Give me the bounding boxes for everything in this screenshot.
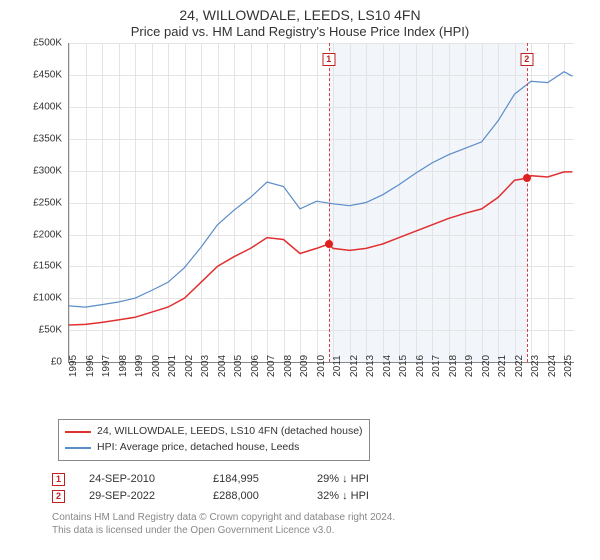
x-tick-label: 2019	[464, 355, 475, 377]
sale-marker-badge: 2	[52, 490, 65, 503]
chart: £0 £50K £100K £150K £200K £250K £300K £350K £400…	[20, 43, 580, 383]
legend-swatch	[65, 447, 91, 449]
sales-table: 1 24-SEP-2010 £184,995 29% ↓ HPI 2 29-SEP-202…	[52, 471, 600, 505]
y-tick-label: £200K	[33, 229, 62, 240]
y-tick-label: £150K	[33, 261, 62, 272]
x-tick-label: 2020	[481, 355, 492, 377]
y-tick-label: £0	[51, 357, 62, 368]
y-tick-label: £100K	[33, 293, 62, 304]
x-tick-label: 2007	[266, 355, 277, 377]
sale-vs-hpi: 32% ↓ HPI	[317, 490, 369, 502]
x-tick-label: 2009	[299, 355, 310, 377]
x-tick-label: 2011	[332, 355, 343, 377]
y-tick-label: £350K	[33, 133, 62, 144]
x-tick-label: 2001	[167, 355, 178, 377]
x-tick-label: 2006	[250, 355, 261, 377]
legend-item-hpi: HPI: Average price, detached house, Leed…	[65, 440, 363, 456]
x-tick-label: 1996	[85, 355, 96, 377]
x-tick-label: 2013	[365, 355, 376, 377]
sale-row: 2 29-SEP-2022 £288,000 32% ↓ HPI	[52, 488, 600, 505]
x-tick-label: 2005	[233, 355, 244, 377]
sale-date: 29-SEP-2022	[89, 490, 189, 502]
x-tick-label: 2012	[349, 355, 360, 377]
x-tick-label: 2023	[530, 355, 541, 377]
x-tick-label: 2021	[497, 355, 508, 377]
series-property	[69, 172, 572, 325]
x-tick-label: 2002	[184, 355, 195, 377]
sale-marker-1: 1	[322, 49, 335, 67]
series-svg	[69, 43, 574, 362]
plot-area: 12	[68, 43, 574, 363]
sale-vs-hpi: 29% ↓ HPI	[317, 473, 369, 485]
arrow-down-icon: ↓	[342, 490, 348, 502]
footnote-line: Contains HM Land Registry data © Crown c…	[52, 511, 600, 524]
sale-vline	[527, 43, 528, 362]
x-tick-label: 2003	[200, 355, 211, 377]
y-tick-label: £450K	[33, 70, 62, 81]
sale-date: 24-SEP-2010	[89, 473, 189, 485]
footnote-line: This data is licensed under the Open Gov…	[52, 524, 600, 537]
sale-row: 1 24-SEP-2010 £184,995 29% ↓ HPI	[52, 471, 600, 488]
legend-label: HPI: Average price, detached house, Leed…	[97, 440, 299, 456]
x-tick-label: 1998	[118, 355, 129, 377]
x-tick-label: 2010	[316, 355, 327, 377]
x-tick-label: 1999	[134, 355, 145, 377]
x-tick-label: 2016	[415, 355, 426, 377]
footnote: Contains HM Land Registry data © Crown c…	[52, 511, 600, 537]
x-tick-label: 2004	[217, 355, 228, 377]
x-tick-label: 1995	[68, 355, 79, 377]
sale-dot	[325, 240, 333, 248]
sale-marker-2: 2	[520, 49, 533, 67]
x-tick-label: 2024	[547, 355, 558, 377]
x-tick-label: 2015	[398, 355, 409, 377]
y-tick-label: £500K	[33, 38, 62, 49]
sale-price: £288,000	[213, 490, 293, 502]
x-tick-label: 2022	[514, 355, 525, 377]
y-tick-label: £300K	[33, 165, 62, 176]
sale-vline	[329, 43, 330, 362]
legend-swatch	[65, 431, 91, 433]
x-tick-label: 2025	[563, 355, 574, 377]
sale-dot	[523, 174, 531, 182]
y-tick-label: £400K	[33, 101, 62, 112]
x-tick-label: 1997	[101, 355, 112, 377]
sale-marker-badge: 1	[52, 473, 65, 486]
legend-item-property: 24, WILLOWDALE, LEEDS, LS10 4FN (detache…	[65, 424, 363, 440]
x-tick-label: 2000	[151, 355, 162, 377]
x-tick-label: 2008	[283, 355, 294, 377]
series-hpi	[69, 72, 572, 307]
arrow-down-icon: ↓	[342, 473, 348, 485]
x-tick-label: 2014	[382, 355, 393, 377]
y-tick-label: £250K	[33, 197, 62, 208]
page-subtitle: Price paid vs. HM Land Registry's House …	[0, 24, 600, 43]
y-axis: £0£50K£100K£150K£200K£250K£300K£350K£400…	[20, 43, 66, 363]
sale-price: £184,995	[213, 473, 293, 485]
legend: 24, WILLOWDALE, LEEDS, LS10 4FN (detache…	[58, 419, 370, 461]
y-tick-label: £50K	[39, 325, 62, 336]
legend-label: 24, WILLOWDALE, LEEDS, LS10 4FN (detache…	[97, 424, 363, 440]
x-axis: 1995199619971998199920002001200220032004…	[68, 363, 574, 397]
x-tick-label: 2018	[448, 355, 459, 377]
page-title: 24, WILLOWDALE, LEEDS, LS10 4FN	[0, 0, 600, 24]
x-tick-label: 2017	[431, 355, 442, 377]
